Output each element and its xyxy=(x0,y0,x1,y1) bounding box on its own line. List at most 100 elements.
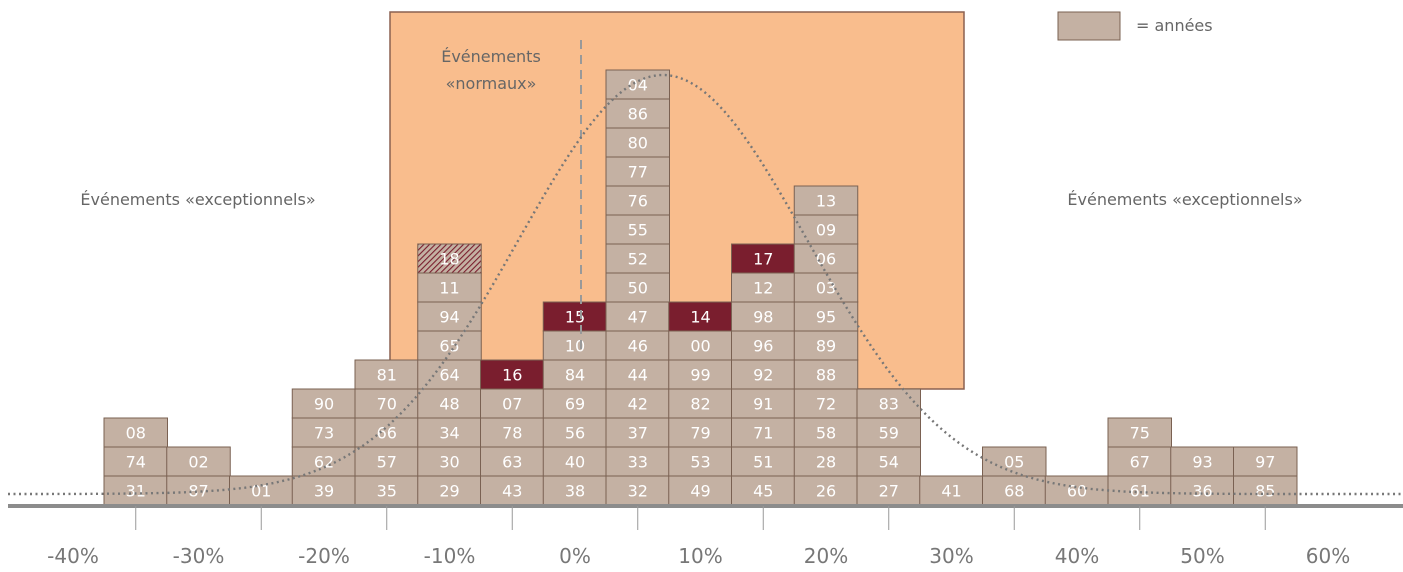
year-label: 26 xyxy=(816,482,836,501)
year-cell xyxy=(1170,446,1235,477)
year-label: 54 xyxy=(879,453,899,472)
year-label: 84 xyxy=(565,366,585,385)
year-cell xyxy=(731,359,796,390)
year-cell xyxy=(668,330,733,361)
year-label: 97 xyxy=(1255,453,1275,472)
year-label: 49 xyxy=(690,482,710,501)
year-label: 05 xyxy=(1004,453,1024,472)
year-label: 65 xyxy=(439,337,459,356)
year-label: 64 xyxy=(439,366,459,385)
year-cell xyxy=(480,388,545,419)
year-cell xyxy=(793,243,859,274)
year-label: 60 xyxy=(1067,482,1087,501)
year-label: 48 xyxy=(439,395,459,414)
year-label: 39 xyxy=(314,482,334,501)
year-cell xyxy=(480,417,545,448)
year-label: 69 xyxy=(565,395,585,414)
normal-events-label-line2: «normaux» xyxy=(446,74,537,93)
year-cell xyxy=(103,475,168,506)
year-label: 61 xyxy=(1130,482,1150,501)
year-label: 31 xyxy=(126,482,146,501)
year-label: 41 xyxy=(941,482,961,501)
year-label: 93 xyxy=(1192,453,1212,472)
year-label: 76 xyxy=(628,192,648,211)
year-label: 00 xyxy=(690,337,710,356)
exceptional-events-left-label: Événements «exceptionnels» xyxy=(80,190,315,209)
year-cell xyxy=(605,69,670,100)
year-label: 58 xyxy=(816,424,836,443)
year-label: 27 xyxy=(879,482,899,501)
year-label: 91 xyxy=(753,395,773,414)
year-label: 18 xyxy=(439,250,459,269)
year-cell xyxy=(793,359,859,390)
year-label: 56 xyxy=(565,424,585,443)
year-cell xyxy=(354,446,419,477)
x-tick-label: -40% xyxy=(47,544,99,568)
year-cell xyxy=(417,417,482,448)
year-label: 44 xyxy=(628,366,648,385)
year-label: 30 xyxy=(439,453,459,472)
year-cell xyxy=(856,388,921,419)
year-label: 96 xyxy=(753,337,773,356)
year-cell xyxy=(542,359,608,390)
exceptional-events-right-label: Événements «exceptionnels» xyxy=(1067,190,1302,209)
year-label: 45 xyxy=(753,482,773,501)
year-label: 04 xyxy=(628,76,648,95)
x-tick-label: -30% xyxy=(173,544,225,568)
year-label: 52 xyxy=(628,250,648,269)
x-tick-label: 30% xyxy=(929,544,973,568)
year-cell xyxy=(605,98,670,129)
normal-events-label-line1: Événements xyxy=(441,47,541,66)
year-label: 03 xyxy=(816,279,836,298)
year-label: 66 xyxy=(377,424,397,443)
year-cell xyxy=(731,243,796,274)
year-cell xyxy=(354,388,419,419)
year-label: 29 xyxy=(439,482,459,501)
year-label: 37 xyxy=(628,424,648,443)
year-cell xyxy=(1233,475,1298,506)
year-cell xyxy=(605,417,670,448)
year-label: 33 xyxy=(628,453,648,472)
year-cell xyxy=(731,417,796,448)
year-cell xyxy=(291,388,357,419)
year-cell xyxy=(793,330,859,361)
year-cell xyxy=(605,272,670,303)
year-cell xyxy=(793,214,859,245)
year-cell xyxy=(668,446,733,477)
year-label: 35 xyxy=(377,482,397,501)
year-label: 08 xyxy=(126,424,146,443)
year-label: 87 xyxy=(188,482,208,501)
x-tick-label: 60% xyxy=(1306,544,1350,568)
year-label: 70 xyxy=(377,395,397,414)
x-axis-tick-labels: -40% -30% -20% -10% 0% 10% 20% 30% 40% 50% 60% xyxy=(47,544,1350,568)
year-label: 38 xyxy=(565,482,585,501)
year-cell xyxy=(166,446,231,477)
year-cell xyxy=(1107,446,1172,477)
year-label: 53 xyxy=(690,453,710,472)
year-cell xyxy=(542,446,608,477)
x-tick-label: 20% xyxy=(804,544,848,568)
x-tick-label: 10% xyxy=(678,544,722,568)
year-label: 36 xyxy=(1192,482,1212,501)
year-cell xyxy=(417,388,482,419)
year-label: 34 xyxy=(439,424,459,443)
year-label: 55 xyxy=(628,221,648,240)
year-cell xyxy=(417,330,482,361)
year-label: 50 xyxy=(628,279,648,298)
year-label: 17 xyxy=(753,250,773,269)
year-label: 77 xyxy=(628,163,648,182)
year-cell xyxy=(417,446,482,477)
year-label: 32 xyxy=(628,482,648,501)
year-label: 95 xyxy=(816,308,836,327)
year-label: 13 xyxy=(816,192,836,211)
legend-swatch xyxy=(1057,11,1121,41)
year-label: 80 xyxy=(628,134,648,153)
year-label: 12 xyxy=(753,279,773,298)
x-axis-ticks xyxy=(135,506,1266,530)
year-cell xyxy=(793,417,859,448)
year-label: 02 xyxy=(188,453,208,472)
year-label: 57 xyxy=(377,453,397,472)
year-label: 28 xyxy=(816,453,836,472)
year-label: 88 xyxy=(816,366,836,385)
